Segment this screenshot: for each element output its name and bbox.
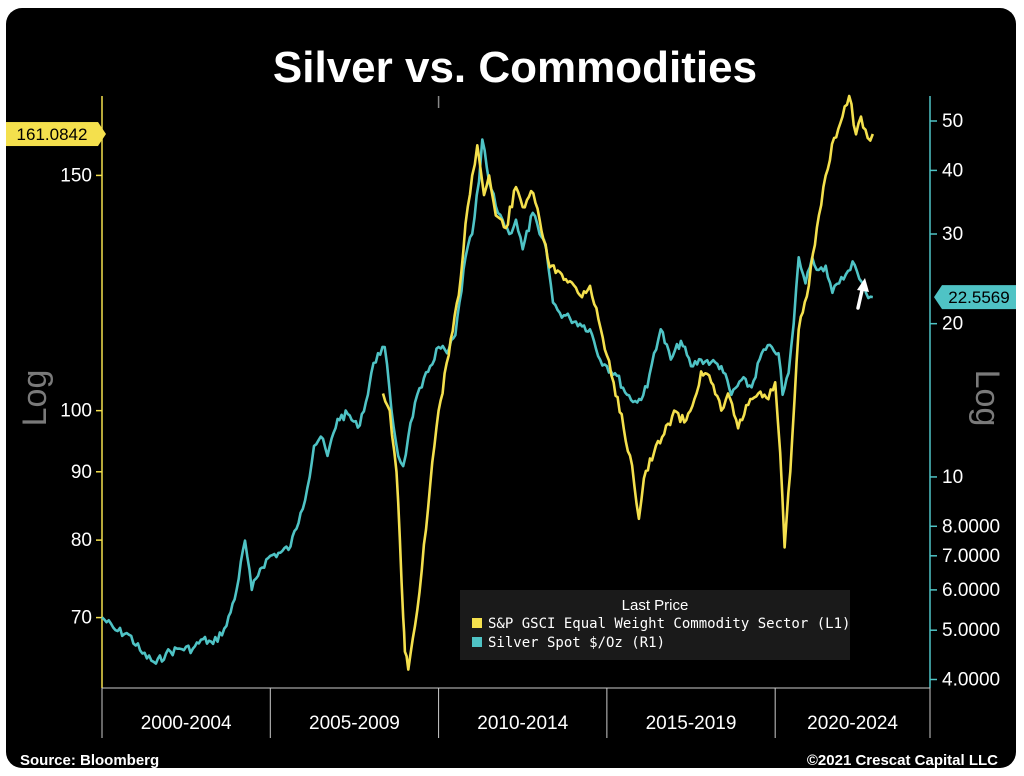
chart-svg: 70 80 90 100 150 4.0000 5.0000 6.0000 7.0000 8.00… (6, 94, 1016, 738)
axes-group: 70 80 90 100 150 4.0000 5.0000 6.0000 7.0000 8.00… (16, 96, 1006, 738)
left-tick-label: 90 (71, 462, 92, 483)
annotations-group: 161.0842 22.5569 (6, 122, 1016, 310)
right-tick-label: 10 (942, 467, 963, 488)
left-axis-title: Log (16, 370, 54, 427)
right-tick-label: 20 (942, 314, 963, 335)
right-last-value-badge: 22.5569 (934, 285, 1016, 310)
left-badge-arrow (98, 122, 106, 147)
x-band-label: 2000-2004 (141, 713, 232, 734)
right-tick-label: 30 (942, 224, 963, 245)
chart-frame: Silver vs. Commodities 70 80 90 100 150 4.000… (6, 8, 1016, 768)
left-badge-text: 161.0842 (17, 125, 88, 144)
legend-entry-label: Silver Spot $/Oz (R1) (488, 635, 665, 651)
x-band-label: 2020-2024 (807, 713, 898, 734)
legend-swatch (472, 618, 482, 628)
right-tick-label: 6.0000 (942, 580, 1000, 601)
x-band-label: 2010-2014 (477, 713, 568, 734)
x-band-label: 2005-2009 (309, 713, 400, 734)
right-tick-label: 7.0000 (942, 546, 1000, 567)
gsci-series-line (381, 94, 875, 671)
right-axis-title: Log (968, 370, 1006, 427)
right-tick-label: 5.0000 (942, 620, 1000, 641)
right-tick-label: 8.0000 (942, 516, 1000, 537)
right-tick-label: 50 (942, 111, 963, 132)
left-badge-bg (6, 122, 98, 147)
source-note: Source: Bloomberg (20, 752, 160, 768)
legend: Last Price S&P GSCI Equal Weight Commodit… (460, 590, 850, 660)
series-group (101, 94, 875, 671)
x-band-label: 2015-2019 (646, 713, 737, 734)
left-tick-label: 70 (71, 608, 92, 629)
legend-swatch (472, 637, 482, 647)
right-tick-label: 4.0000 (942, 670, 1000, 691)
legend-title: Last Price (622, 597, 689, 614)
up-arrow-head (857, 278, 869, 292)
legend-entry-label: S&P GSCI Equal Weight Commodity Sector (… (488, 616, 850, 632)
legend-box (460, 590, 850, 660)
copyright-note: ©2021 Crescat Capital LLC (806, 752, 998, 768)
left-tick-label: 100 (60, 401, 92, 422)
left-tick-label: 80 (71, 530, 92, 551)
right-tick-label: 40 (942, 160, 963, 181)
silver-series-line (101, 138, 874, 665)
left-last-value-badge: 161.0842 (6, 122, 106, 147)
chart-title: Silver vs. Commodities (272, 43, 758, 92)
right-badge-bg (934, 285, 1016, 310)
right-badge-text: 22.5569 (948, 288, 1009, 307)
left-tick-label: 150 (60, 165, 92, 186)
